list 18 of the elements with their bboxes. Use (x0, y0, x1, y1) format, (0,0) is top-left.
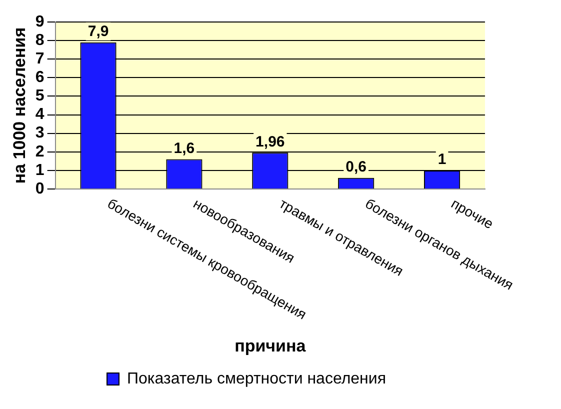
y-axis-title: на 1000 населения (10, 27, 29, 184)
y-tick-label: 6 (35, 69, 44, 86)
y-tick-label: 1 (35, 162, 44, 179)
y-tick-label: 8 (35, 32, 44, 49)
y-tick-label: 3 (35, 124, 44, 142)
data-label: 1,6 (174, 140, 195, 157)
legend-label: Показатель смертности населения (127, 370, 386, 388)
x-axis-title: причина (234, 336, 306, 356)
data-label: 7,9 (88, 23, 109, 40)
y-tick-label: 9 (35, 13, 44, 30)
y-tick-label: 5 (35, 88, 44, 105)
y-tick-label: 2 (35, 143, 44, 160)
y-tick-label: 4 (35, 106, 44, 124)
data-label: 1,96 (256, 133, 285, 150)
data-label: 0,6 (346, 158, 367, 176)
data-label: 1 (438, 151, 446, 168)
y-tick-label: 7 (35, 50, 44, 68)
y-tick-label: 0 (35, 180, 44, 198)
